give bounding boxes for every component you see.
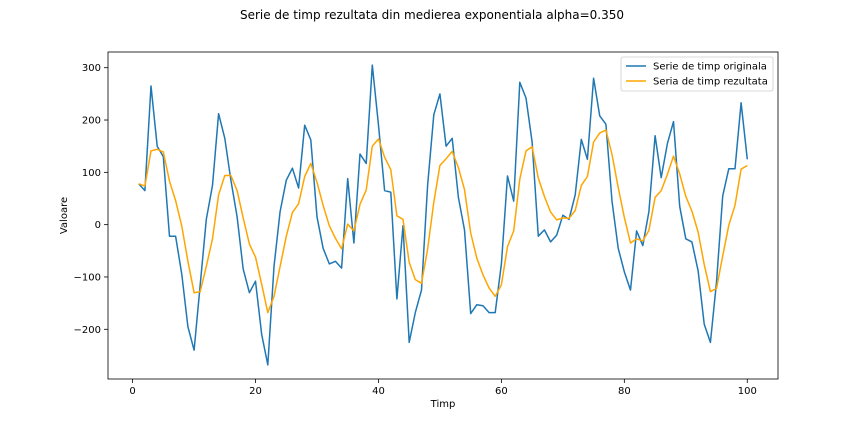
- x-tick-label: 60: [495, 386, 508, 397]
- chart-title: Serie de timp rezultata din medierea exp…: [240, 8, 624, 22]
- legend: Serie de timp originala Seria de timp rez…: [620, 56, 774, 92]
- plot-frame: [107, 51, 779, 380]
- legend-label-1: Serie de timp originala: [653, 62, 767, 73]
- x-axis-label: Timp: [430, 399, 456, 410]
- plot-area: [138, 64, 749, 366]
- y-tick-label: −100: [74, 272, 101, 283]
- y-tick-label: 300: [82, 63, 101, 74]
- y-tick-label: 100: [82, 168, 101, 179]
- x-tick-label: 20: [249, 386, 262, 397]
- series-line-1: [138, 64, 749, 366]
- x-tick-label: 100: [738, 386, 757, 397]
- x-tick-label: 40: [372, 386, 385, 397]
- legend-box: [620, 56, 774, 92]
- axes: 0 20 40 60 80 100 −200 −100 0 100 200 300: [74, 63, 757, 397]
- series-line-2: [138, 129, 748, 314]
- y-tick-label: −200: [74, 325, 101, 336]
- x-tick-label: 80: [618, 386, 631, 397]
- y-axis-label: Valoare: [59, 197, 70, 234]
- x-tick-label: 0: [129, 386, 135, 397]
- y-tick-label: 0: [95, 220, 101, 231]
- legend-label-2: Seria de timp rezultata: [653, 77, 768, 88]
- y-tick-label: 200: [82, 116, 101, 127]
